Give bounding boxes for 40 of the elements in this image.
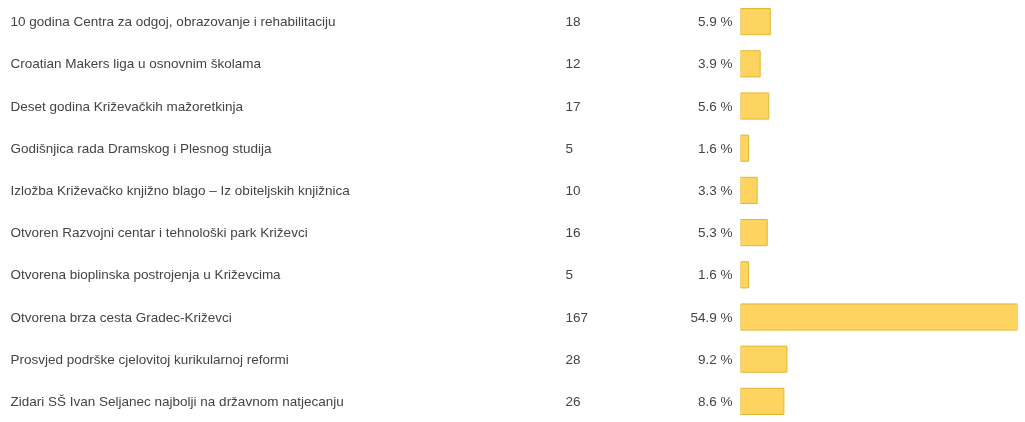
data-label: 3.9 % <box>697 56 733 72</box>
data-label: 5.3 % <box>697 225 733 241</box>
bar <box>740 134 750 162</box>
y-tick-label: Croatian Makers liga u osnovnim školama <box>10 56 262 72</box>
bar <box>740 92 770 120</box>
text: 28 <box>565 351 581 367</box>
text: 167 <box>565 309 589 325</box>
data-label: 54.9 % <box>690 309 733 325</box>
text: 26 <box>565 393 581 409</box>
bar <box>740 303 1018 331</box>
data-label: 5.9 % <box>697 14 733 30</box>
text: 5 <box>565 140 574 156</box>
text: 16 <box>565 225 581 241</box>
text: 12 <box>565 56 581 72</box>
text: 17 <box>565 98 581 114</box>
y-tick-label: Deset godina Križevačkih mažoretkinja <box>10 98 244 114</box>
text: 10 <box>565 182 581 198</box>
y-tick-label: Otvoren Razvojni centar i tehnološki park Križevci <box>10 225 308 241</box>
bar <box>740 50 761 78</box>
y-tick-label: Godišnjica rada Dramskog i Plesnog studija <box>10 140 273 156</box>
text: 18 <box>565 14 581 30</box>
y-tick-label: Zidari SŠ Ivan Seljanec najbolji na državnom natjecanju <box>10 393 344 409</box>
y-tick-label: Otvorena bioplinska postrojenja u Križevcima <box>10 267 282 283</box>
data-label: 1.6 % <box>697 267 733 283</box>
bar <box>740 8 771 36</box>
y-tick-label: 10 godina Centra za odgoj, obrazovanje i rehabilitaciju <box>10 14 336 30</box>
data-label: 5.6 % <box>697 98 733 114</box>
bar <box>740 387 785 415</box>
y-tick-label: Prosvjed podrške cjelovitoj kurikularnoj reformi <box>10 351 289 367</box>
data-label: 8.6 % <box>697 393 733 409</box>
bar <box>740 345 788 373</box>
bar <box>740 176 758 204</box>
y-tick-label: Izložba Križevačko knjižno blago – Iz obiteljskih knjižnica <box>10 182 351 198</box>
data-label: 3.3 % <box>697 182 733 198</box>
bar <box>740 261 750 289</box>
text: 5 <box>565 267 574 283</box>
y-tick-label: Otvorena brza cesta Gradec-Križevci <box>10 309 232 325</box>
data-label: 9.2 % <box>697 351 733 367</box>
bar <box>740 219 768 247</box>
data-label: 1.6 % <box>697 140 733 156</box>
